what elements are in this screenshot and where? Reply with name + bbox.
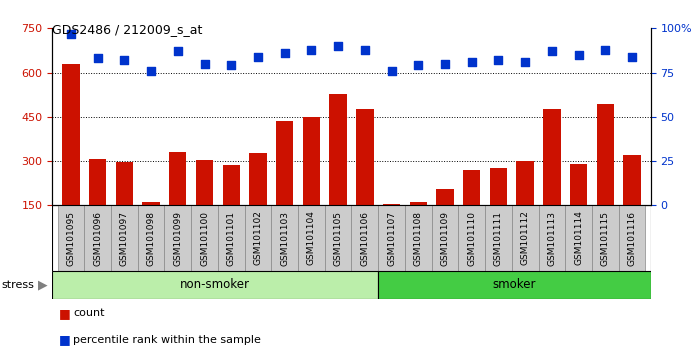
Point <box>65 31 77 36</box>
Point <box>306 47 317 52</box>
Point <box>493 57 504 63</box>
Text: GSM101105: GSM101105 <box>333 211 342 266</box>
Text: GSM101106: GSM101106 <box>361 211 370 266</box>
Point <box>92 56 103 61</box>
Bar <box>191 205 218 271</box>
Text: GSM101108: GSM101108 <box>414 211 422 266</box>
Bar <box>58 205 84 271</box>
Point <box>119 57 130 63</box>
Text: GSM101116: GSM101116 <box>628 211 637 266</box>
Text: ■: ■ <box>59 333 71 346</box>
Bar <box>565 205 592 271</box>
Text: non-smoker: non-smoker <box>180 279 250 291</box>
Point <box>386 68 397 74</box>
Point <box>226 63 237 68</box>
Bar <box>111 205 138 271</box>
Text: count: count <box>73 308 104 318</box>
Bar <box>596 104 614 250</box>
Bar <box>143 202 160 250</box>
Bar <box>164 205 191 271</box>
Bar <box>218 205 244 271</box>
Text: GSM101109: GSM101109 <box>441 211 450 266</box>
Point <box>546 48 557 54</box>
Bar <box>169 152 187 250</box>
Text: ■: ■ <box>59 307 71 320</box>
Text: GSM101112: GSM101112 <box>521 211 530 266</box>
Bar <box>539 205 565 271</box>
Bar <box>383 205 400 250</box>
Text: stress: stress <box>1 280 34 290</box>
Text: percentile rank within the sample: percentile rank within the sample <box>73 335 261 345</box>
Bar <box>89 159 106 250</box>
Bar <box>271 205 298 271</box>
Point <box>199 61 210 67</box>
Text: GSM101107: GSM101107 <box>387 211 396 266</box>
Text: GSM101103: GSM101103 <box>280 211 289 266</box>
Bar <box>432 205 459 271</box>
Point <box>466 59 477 65</box>
Text: smoker: smoker <box>493 279 536 291</box>
Text: GSM101110: GSM101110 <box>467 211 476 266</box>
Bar <box>592 205 619 271</box>
Bar <box>619 205 645 271</box>
Bar <box>570 164 587 250</box>
Text: ▶: ▶ <box>38 279 48 291</box>
Bar <box>223 166 240 250</box>
Bar <box>512 205 539 271</box>
Bar <box>303 117 320 250</box>
Text: GSM101095: GSM101095 <box>66 211 75 266</box>
Bar <box>351 205 378 271</box>
Bar <box>116 162 133 250</box>
Bar <box>84 205 111 271</box>
Bar <box>543 109 560 250</box>
Bar <box>624 155 641 250</box>
Bar <box>378 271 651 299</box>
Point <box>145 68 157 74</box>
Text: GSM101097: GSM101097 <box>120 211 129 266</box>
Bar <box>196 160 213 250</box>
Text: GSM101111: GSM101111 <box>494 211 503 266</box>
Bar <box>62 64 79 250</box>
Text: GSM101113: GSM101113 <box>547 211 556 266</box>
Bar <box>463 170 480 250</box>
Bar <box>378 205 405 271</box>
Bar <box>459 205 485 271</box>
Point <box>520 59 531 65</box>
Text: GSM101096: GSM101096 <box>93 211 102 266</box>
Bar <box>436 189 454 250</box>
Bar <box>485 205 512 271</box>
Text: GSM101099: GSM101099 <box>173 211 182 266</box>
Bar <box>405 205 432 271</box>
Text: GSM101104: GSM101104 <box>307 211 316 266</box>
Point <box>600 47 611 52</box>
Point <box>413 63 424 68</box>
Point <box>573 52 584 58</box>
Bar <box>249 153 267 250</box>
Bar <box>52 271 378 299</box>
Text: GSM101098: GSM101098 <box>147 211 156 266</box>
Bar <box>410 202 427 250</box>
Point <box>439 61 450 67</box>
Bar <box>329 94 347 250</box>
Text: GDS2486 / 212009_s_at: GDS2486 / 212009_s_at <box>52 23 203 36</box>
Text: GSM101100: GSM101100 <box>200 211 209 266</box>
Bar <box>298 205 325 271</box>
Point <box>626 54 638 59</box>
Bar <box>516 161 534 250</box>
Bar <box>138 205 164 271</box>
Bar <box>276 121 293 250</box>
Text: GSM101101: GSM101101 <box>227 211 236 266</box>
Point <box>359 47 370 52</box>
Bar <box>356 109 374 250</box>
Point <box>333 43 344 49</box>
Bar <box>244 205 271 271</box>
Point <box>253 54 264 59</box>
Bar <box>490 169 507 250</box>
Point <box>172 48 183 54</box>
Text: GSM101114: GSM101114 <box>574 211 583 266</box>
Text: GSM101102: GSM101102 <box>253 211 262 266</box>
Bar <box>325 205 351 271</box>
Point <box>279 50 290 56</box>
Text: GSM101115: GSM101115 <box>601 211 610 266</box>
